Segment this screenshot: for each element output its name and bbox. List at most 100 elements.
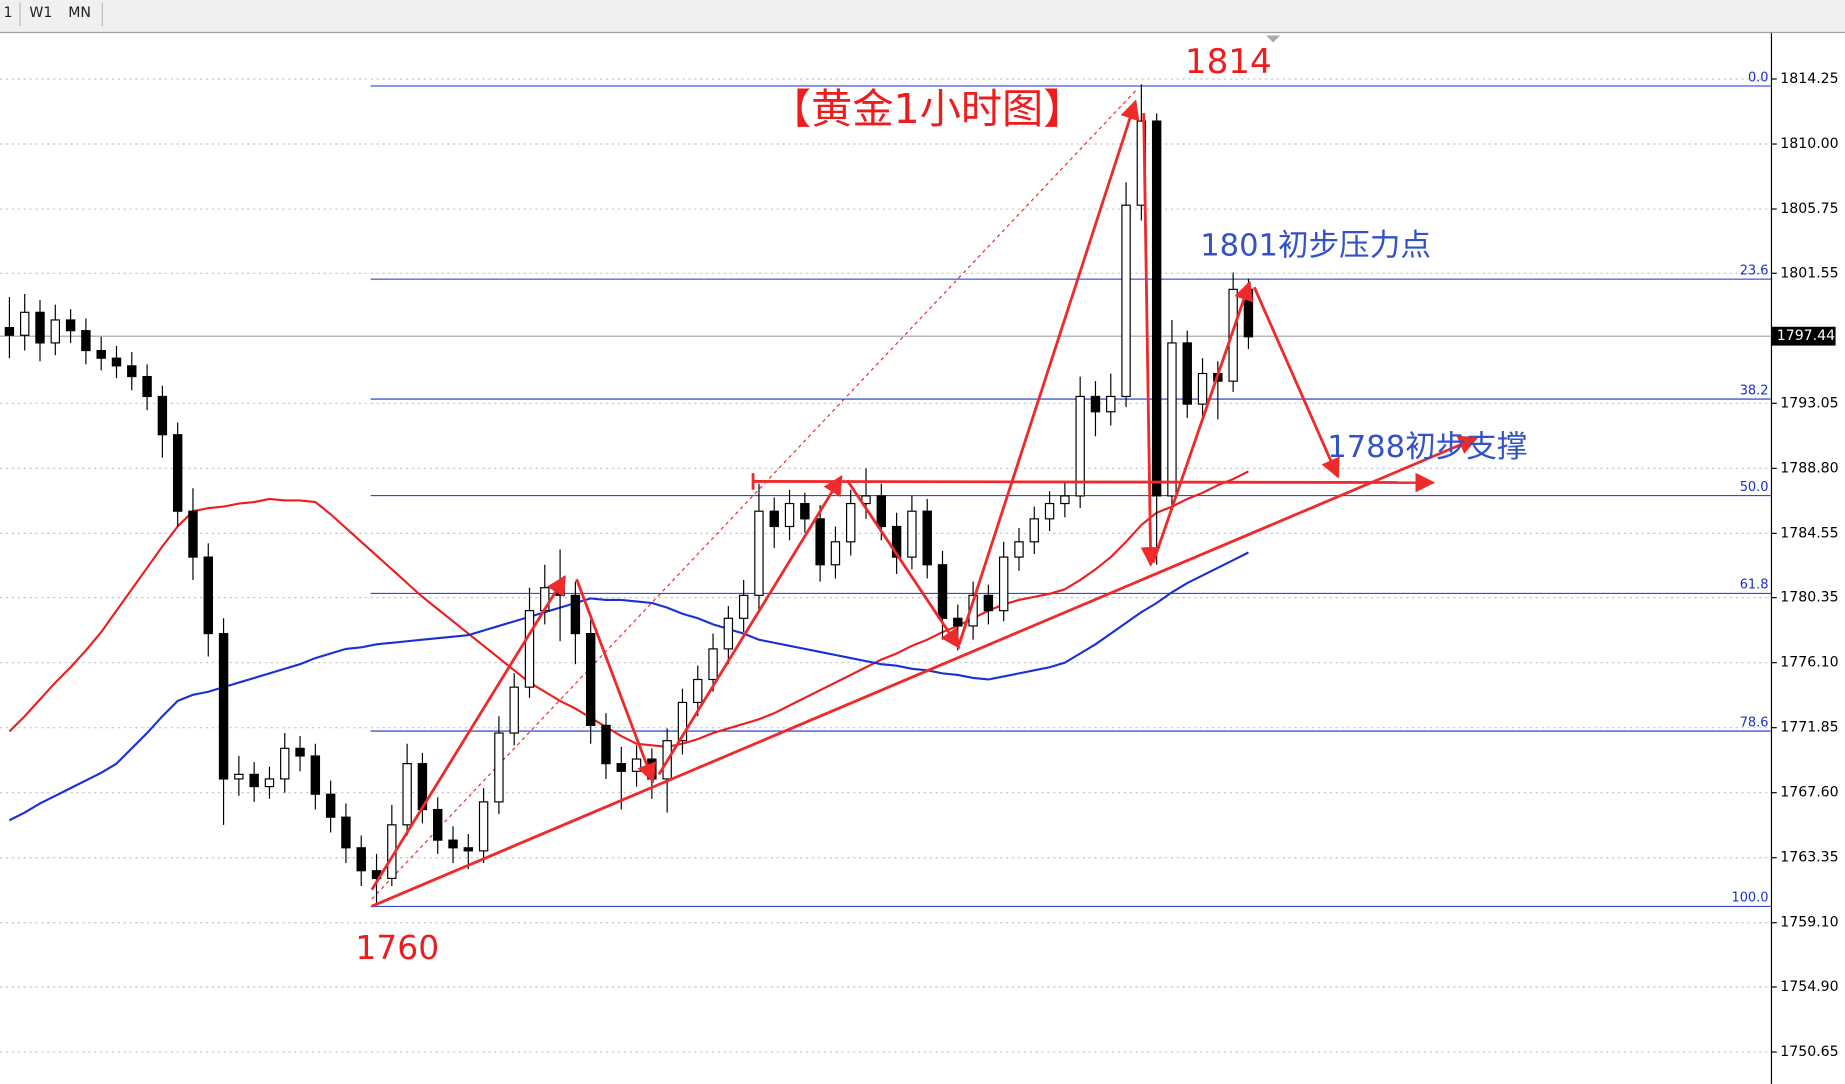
candle-body (448, 839, 458, 849)
candle-body (723, 617, 734, 650)
candle-body (1075, 395, 1085, 497)
drawings (370, 99, 1479, 908)
candle-body (127, 365, 137, 378)
axis-bg (1770, 33, 1845, 1084)
annotation: 1814 (1185, 42, 1272, 82)
candle-body (1029, 518, 1039, 543)
wave-arrow (370, 575, 566, 891)
wave-arrow (1140, 113, 1161, 567)
candle-body (891, 525, 902, 558)
candle-body (876, 495, 887, 528)
candle-body (570, 594, 581, 635)
candle-body (585, 633, 596, 726)
candle-body (1106, 395, 1116, 413)
candle-body (188, 510, 198, 558)
candle-body (142, 375, 152, 398)
wave-arrow (846, 479, 961, 649)
timeframe-button[interactable]: MN (68, 5, 91, 21)
y-tick-label: 1788.80 (1780, 460, 1838, 476)
fib-label: 100.0 (1731, 891, 1768, 906)
timeframe-button[interactable]: 1 (4, 5, 13, 21)
candle-body (295, 747, 305, 757)
candle-body (1060, 495, 1070, 505)
y-tick-label: 1814.25 (1780, 71, 1838, 87)
candle-body (631, 758, 642, 772)
candle-body (157, 395, 168, 436)
candle-body (249, 773, 259, 788)
y-tick-label: 1780.35 (1780, 590, 1838, 606)
timeframe-button[interactable]: W1 (29, 5, 52, 21)
candle-body (907, 510, 917, 558)
shift-marker (1266, 35, 1281, 43)
candle-body (738, 594, 749, 619)
y-tick-label: 1750.65 (1780, 1044, 1838, 1060)
y-tick-label: 1771.85 (1780, 720, 1838, 736)
candle-body (1228, 288, 1238, 382)
candle-body (111, 357, 122, 367)
candle-body (341, 816, 351, 849)
candle-body (203, 556, 213, 635)
candle-body (478, 801, 489, 852)
candle-body (754, 510, 764, 596)
toolbar: 1 W1 MN (0, 0, 1845, 34)
y-tick-label: 1805.75 (1780, 201, 1838, 217)
grid (0, 78, 1771, 1053)
wave-arrow (575, 578, 657, 784)
candle-body (4, 327, 15, 336)
candle-body (601, 724, 611, 765)
annotation: 1760 (355, 928, 439, 967)
candle-body (463, 847, 474, 852)
moving-average (8, 551, 1249, 822)
moving-averages (8, 470, 1249, 822)
candle-body (494, 732, 504, 803)
candle-body (1151, 120, 1162, 497)
current-price-label: 1797.44 (1777, 328, 1835, 344)
candle-body (616, 763, 626, 772)
fib-label: 50.0 (1740, 480, 1769, 495)
candle-body (953, 617, 963, 627)
y-tick-label: 1810.00 (1780, 136, 1838, 152)
y-tick-label: 1776.10 (1780, 655, 1838, 671)
resistance-line (753, 472, 1436, 493)
candle-body (815, 518, 825, 566)
candle-body (1182, 342, 1192, 405)
candle-body (356, 847, 366, 872)
candle-body (846, 502, 856, 543)
candle-body (81, 330, 91, 352)
candle-body (800, 502, 810, 520)
y-tick-label: 1754.90 (1780, 979, 1838, 995)
y-tick-label: 1767.60 (1780, 785, 1838, 801)
trend-line (371, 435, 1479, 908)
fibonacci: 0.0 23.6 38.2 50.0 61.8 78.6 100.0 (370, 70, 1771, 907)
candle-body (20, 311, 30, 336)
candles (4, 84, 1254, 903)
wave-arrow (1151, 280, 1254, 564)
fib-label: 38.2 (1740, 383, 1769, 398)
candle-body (1121, 204, 1131, 398)
candle-body (677, 701, 688, 742)
y-tick-label: 1801.55 (1780, 265, 1838, 281)
candle-body (172, 434, 183, 512)
candle-body (1014, 541, 1024, 558)
wave-arrow (1253, 286, 1340, 479)
candle-body (1167, 342, 1177, 497)
candle-body (96, 349, 106, 359)
candle-body (830, 541, 841, 566)
annotation: 1788初步支撑 (1327, 430, 1527, 465)
annotation: 1801初步压力点 (1200, 229, 1431, 264)
fib-label: 61.8 (1740, 578, 1769, 593)
candle-body (65, 319, 76, 332)
toolbar-bg (0, 0, 1845, 32)
candle-body (693, 678, 703, 704)
y-tick-label: 1759.10 (1780, 915, 1838, 931)
moving-average (8, 470, 1249, 748)
fib-label: 23.6 (1740, 263, 1769, 278)
candle-body (50, 319, 61, 344)
candle-body (35, 311, 45, 344)
candle-body (708, 648, 718, 681)
candle-body (1197, 372, 1208, 405)
candle-body (1044, 502, 1055, 520)
y-tick-label: 1793.05 (1780, 395, 1838, 411)
candle-body (402, 763, 412, 826)
